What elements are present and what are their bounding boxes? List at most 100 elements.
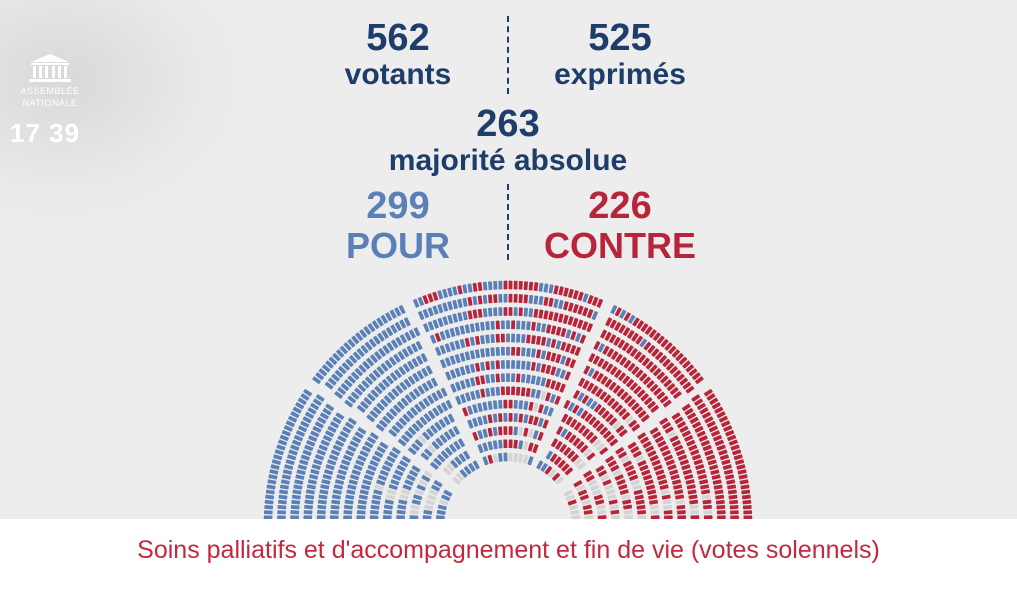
seat-contre [582,380,590,390]
seat-pour [418,400,427,410]
seat-pour [485,334,490,344]
seat-pour [423,323,430,333]
seat-pour [488,281,493,291]
seat-pour [434,421,442,431]
seat-pour [443,416,451,426]
seat-contre [462,407,469,417]
seat-contre [503,439,508,449]
seat-pour [437,290,444,300]
seat-contre [671,349,681,358]
caption-bar [0,519,1017,604]
seat-pour [487,441,493,451]
seat-other [492,453,498,463]
seat-pour [492,440,498,450]
seat-pour [307,479,317,485]
seat-pour [349,355,358,364]
seat-contre [630,446,640,454]
seat-contre [596,373,604,382]
seat-pour [370,504,380,510]
seat-contre [702,411,711,419]
seat-contre [523,281,528,291]
seat-pour [455,395,462,405]
seat-contre [545,392,551,402]
seat-pour [521,360,526,370]
seat-contre [659,417,669,426]
seat-contre [675,494,685,500]
seat-pour [349,440,359,448]
seat-contre [572,290,579,300]
seat-pour [388,484,398,491]
contre-value: 226 [588,185,652,227]
seat-pour [469,336,475,346]
seat-contre [681,430,691,438]
seat-contre [669,366,678,375]
seat-contre [533,308,539,318]
seat-contre [523,294,528,304]
seat-contre [630,348,638,357]
seat-pour [300,454,310,461]
seat-contre [722,464,732,470]
seat-contre [636,504,646,510]
seat-contre [718,449,728,456]
seat-pour [415,341,423,350]
seat-contre [741,489,751,495]
seat-contre [583,470,593,478]
seat-pour [472,460,480,470]
seat-contre [642,474,653,481]
seat-pour [387,391,396,401]
seat-pour [344,499,354,505]
seat-pour [525,374,531,384]
seat-pour [391,388,400,397]
seat-pour [354,431,364,439]
seat-pour [290,444,300,451]
seat-contre [679,425,689,433]
seat-pour [482,294,488,304]
seat-contre [518,307,523,317]
seat-pour [475,389,481,399]
divider-top [507,16,509,94]
seat-pour [472,417,479,427]
seat-pour [447,287,453,297]
seat-contre [599,391,608,401]
seat-contre [649,454,659,462]
seat-contre [525,387,531,397]
seat-pour [276,444,286,451]
seat-contre [635,369,644,379]
seat-contre [623,312,631,322]
seat-contre [645,484,656,491]
seat-pour [459,352,466,362]
seat-pour [354,368,363,377]
seat-contre [545,324,552,334]
seat-contre [696,469,706,475]
seat-pour [352,351,361,361]
seat-other [635,455,645,463]
seat-pour [477,430,484,440]
seat-other [565,494,575,502]
seat-pour [576,407,584,417]
seat-pour [384,359,393,369]
seat-pour [367,323,376,332]
seat-contre [741,494,751,500]
seat-pour [369,515,379,520]
seat-pour [394,322,402,331]
seat-pour [490,373,496,383]
seat-contre [572,404,580,414]
seat-pour [503,452,508,462]
seat-pour [328,454,339,461]
seat-pour [389,356,397,366]
seat-contre [434,332,442,342]
seat-pour [304,444,314,452]
seat-pour [296,469,306,475]
pour-value: 299 [366,185,430,227]
seat-other [409,509,419,515]
seat-contre [530,361,536,371]
seat-contre [528,281,534,291]
seat-pour [306,440,316,447]
seat-contre [685,364,695,373]
seat-contre [513,280,518,290]
seat-pour [540,350,547,360]
seat-other [569,504,579,511]
seat-pour [425,365,433,375]
seat-pour [384,499,394,505]
